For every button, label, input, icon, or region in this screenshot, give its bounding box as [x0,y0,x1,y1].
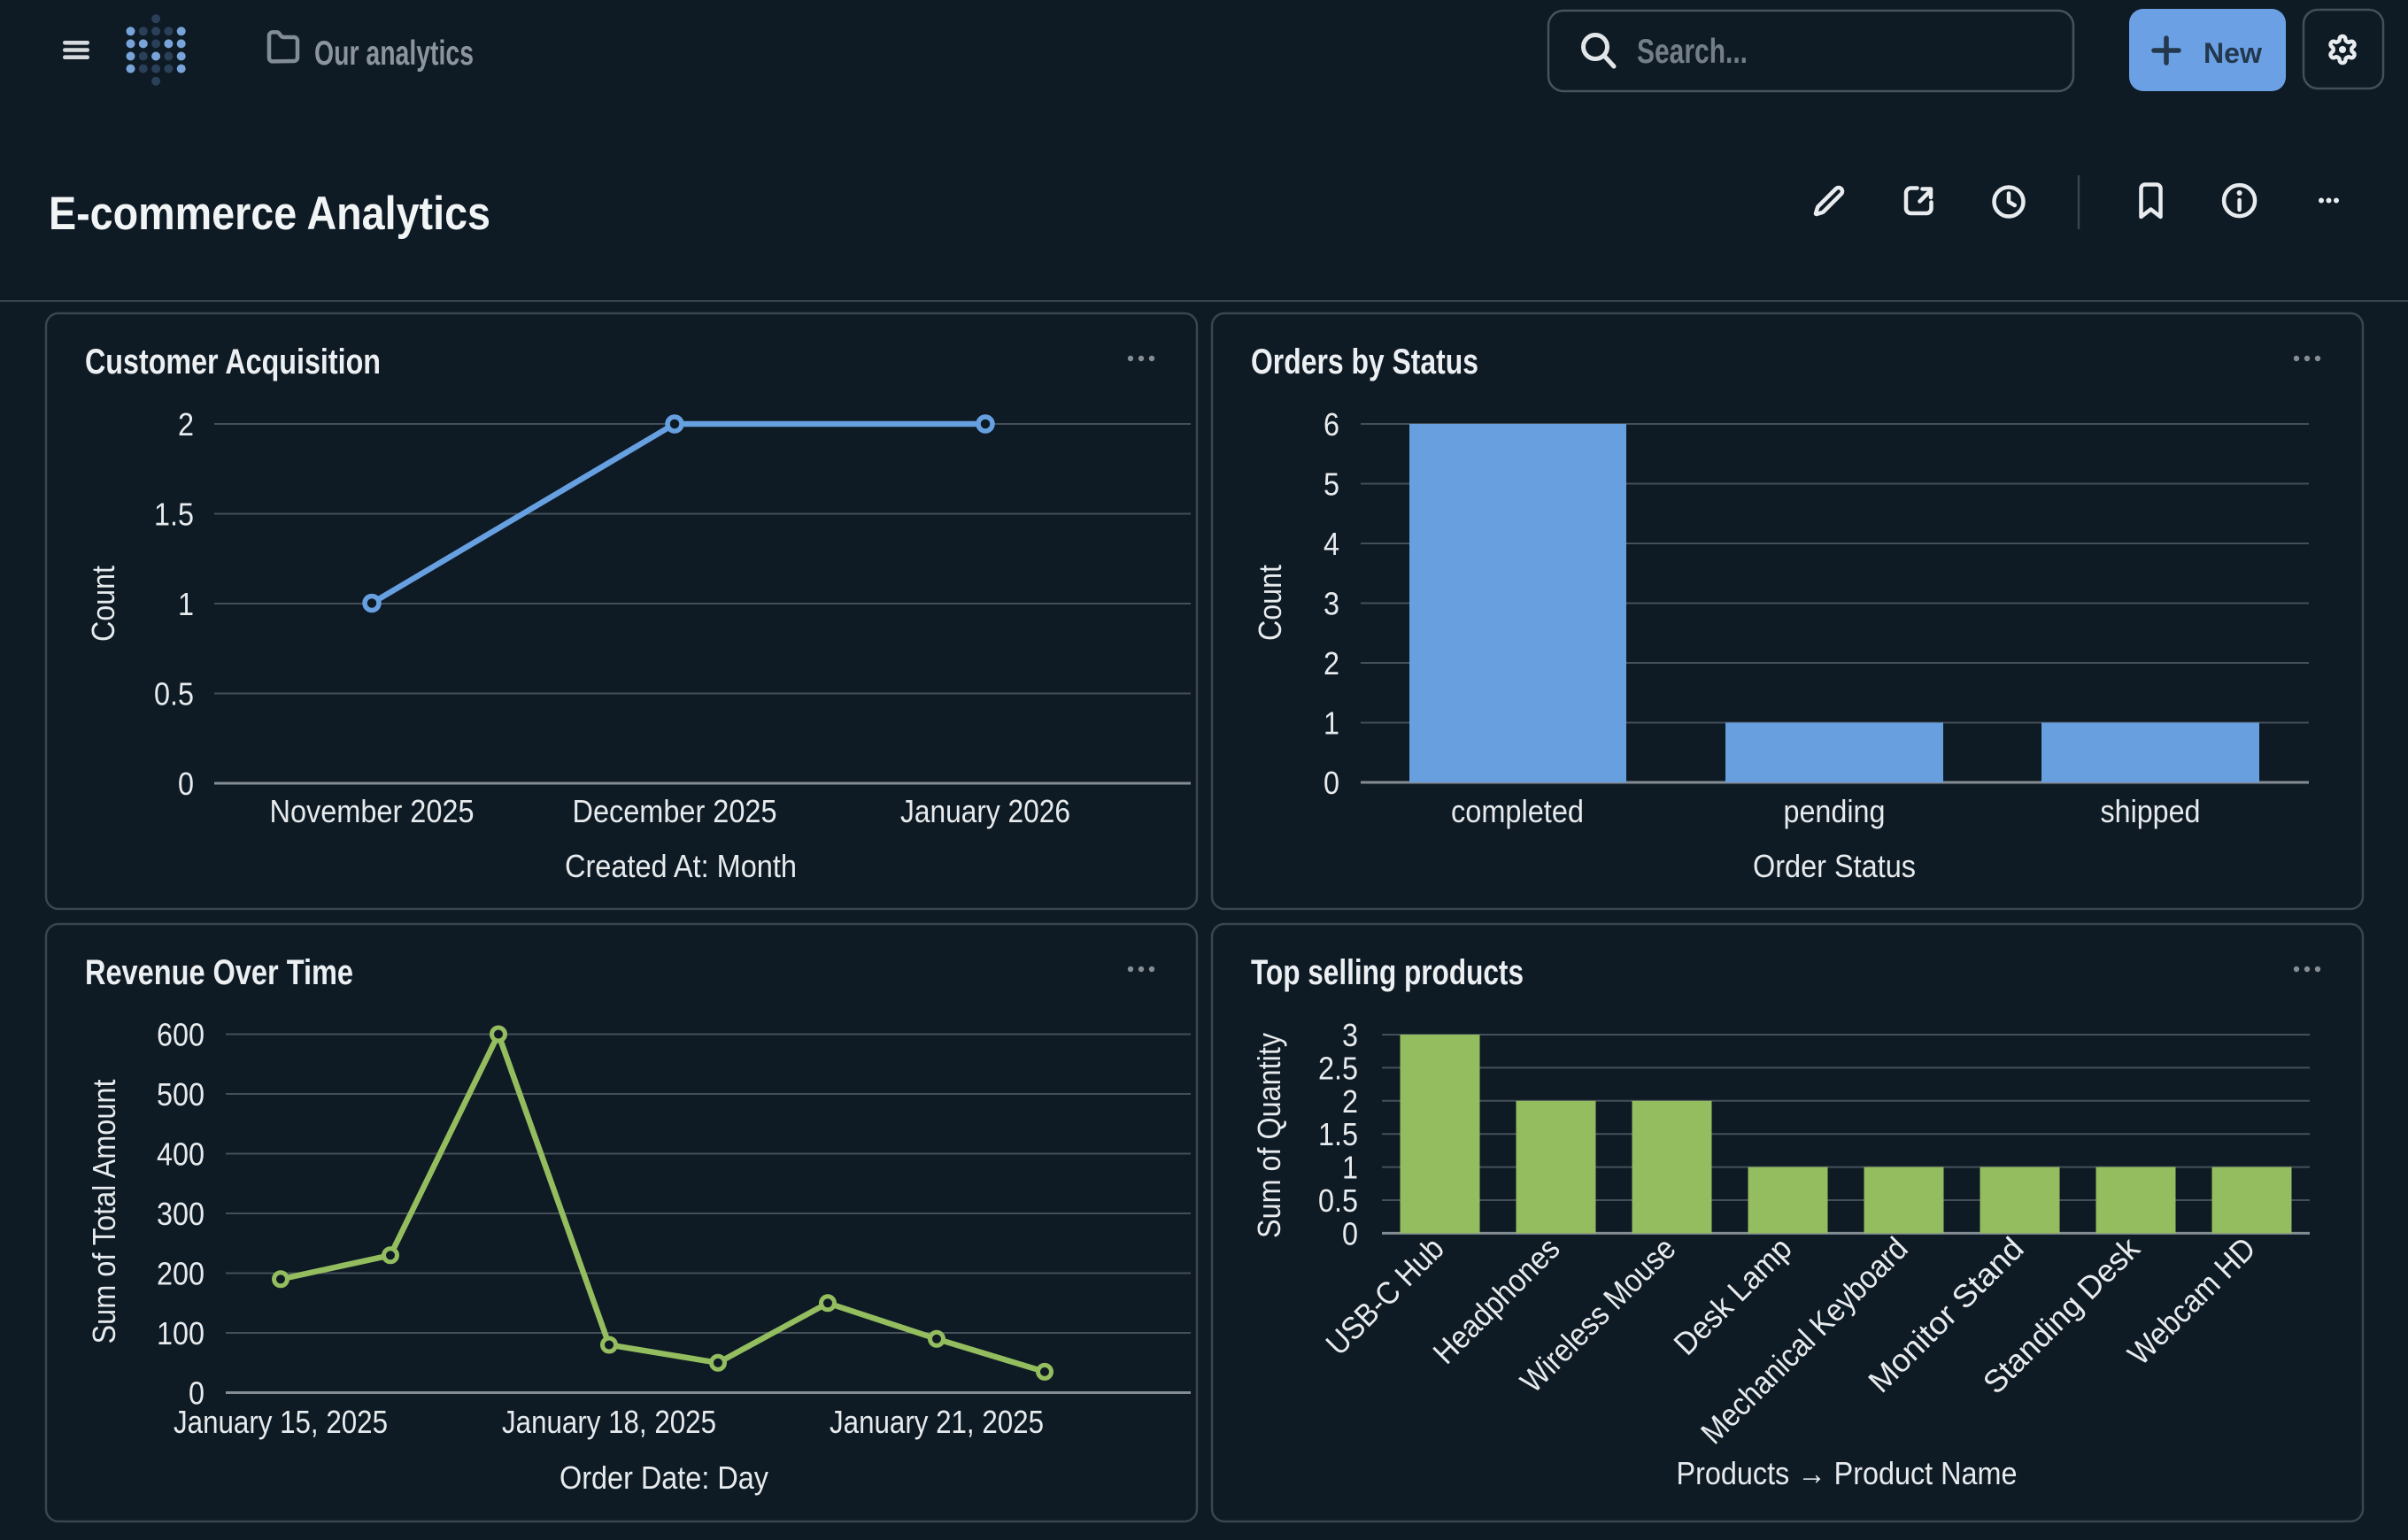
svg-text:Count: Count [85,566,121,642]
svg-text:New: New [2203,37,2262,69]
svg-text:shipped: shipped [2101,793,2201,829]
svg-text:600: 600 [157,1017,205,1053]
svg-text:Top selling products: Top selling products [1251,953,1524,992]
svg-text:1.5: 1.5 [154,497,194,533]
svg-text:pending: pending [1784,793,1886,829]
svg-text:200: 200 [157,1256,205,1292]
svg-text:completed: completed [1451,793,1584,829]
svg-text:Order Status: Order Status [1753,848,1916,884]
svg-text:Products → Product Name: Products → Product Name [1677,1455,2018,1491]
svg-text:0.5: 0.5 [1318,1182,1358,1219]
svg-text:2: 2 [1342,1083,1358,1120]
svg-text:3: 3 [1324,586,1339,622]
svg-text:0: 0 [1324,765,1339,801]
svg-text:2: 2 [1324,645,1339,681]
svg-text:500: 500 [157,1076,205,1113]
svg-text:Order Date: Day: Order Date: Day [560,1459,768,1496]
svg-text:Search...: Search... [1637,33,1748,71]
svg-text:Orders by Status: Orders by Status [1251,343,1478,381]
svg-text:1: 1 [1342,1150,1358,1186]
svg-text:Created At: Month: Created At: Month [565,848,797,884]
svg-text:Customer Acquisition: Customer Acquisition [85,343,381,381]
svg-text:January 15, 2025: January 15, 2025 [174,1404,388,1440]
svg-text:January 2026: January 2026 [900,793,1070,829]
svg-text:E-commerce Analytics: E-commerce Analytics [49,188,490,240]
svg-text:5: 5 [1324,466,1339,503]
svg-text:Sum of Total Amount: Sum of Total Amount [86,1080,122,1344]
svg-text:100: 100 [157,1315,205,1351]
svg-text:300: 300 [157,1196,205,1232]
svg-text:0: 0 [189,1375,205,1412]
svg-text:0.5: 0.5 [154,676,194,712]
svg-text:2.5: 2.5 [1318,1050,1358,1086]
svg-text:Our analytics: Our analytics [314,35,474,73]
svg-text:November 2025: November 2025 [270,793,475,829]
svg-text:2: 2 [178,406,194,443]
svg-text:1.5: 1.5 [1318,1116,1358,1152]
svg-text:1: 1 [1324,705,1339,742]
svg-text:Sum of Quantity: Sum of Quantity [1251,1033,1287,1238]
svg-text:3: 3 [1342,1017,1358,1053]
svg-text:1: 1 [178,586,194,622]
svg-text:Count: Count [1252,565,1288,641]
svg-text:0: 0 [178,766,194,802]
svg-text:Revenue Over Time: Revenue Over Time [85,953,353,992]
svg-text:400: 400 [157,1136,205,1173]
svg-text:January 21, 2025: January 21, 2025 [830,1404,1044,1440]
svg-text:January 18, 2025: January 18, 2025 [502,1404,716,1440]
svg-text:6: 6 [1324,406,1339,443]
svg-text:4: 4 [1324,526,1339,562]
svg-text:0: 0 [1342,1215,1358,1251]
svg-text:December 2025: December 2025 [573,793,777,829]
